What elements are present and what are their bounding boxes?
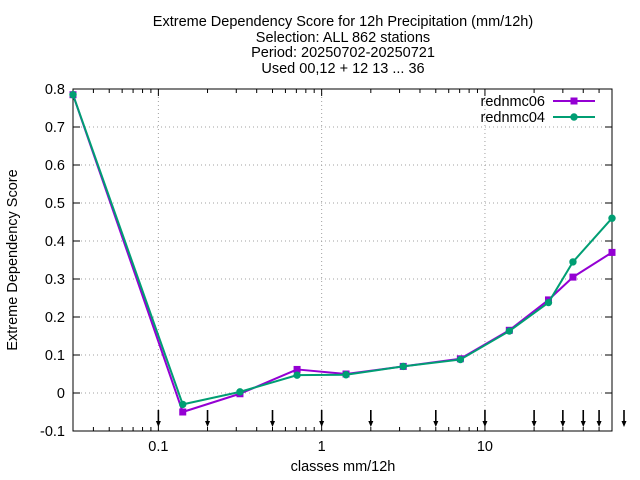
threshold-marker-head xyxy=(368,421,374,427)
y-tick-label: -0.1 xyxy=(40,424,65,440)
data-point-rednmc06 xyxy=(569,273,577,281)
data-point-rednmc06 xyxy=(179,408,187,416)
threshold-marker-head xyxy=(155,421,161,427)
data-series xyxy=(69,91,616,416)
threshold-marker-head xyxy=(270,421,276,427)
threshold-marker-head xyxy=(621,421,627,427)
threshold-markers xyxy=(155,410,627,427)
threshold-marker-head xyxy=(560,421,566,427)
data-point-rednmc04 xyxy=(399,362,407,371)
chart-title: Extreme Dependency Score for 12h Precipi… xyxy=(153,14,533,77)
y-tick-label: 0.7 xyxy=(45,120,65,136)
series-line-rednmc04 xyxy=(72,94,613,406)
y-tick-label: 0.4 xyxy=(45,234,65,250)
data-point-rednmc04 xyxy=(544,298,553,307)
y-tick-label: 0.5 xyxy=(45,196,65,212)
x-tick-label: 0.1 xyxy=(148,439,168,455)
threshold-marker-head xyxy=(596,421,602,427)
y-tick-label: 0.3 xyxy=(45,272,65,288)
data-point-rednmc04 xyxy=(505,327,514,335)
title-line-1: Extreme Dependency Score for 12h Precipi… xyxy=(153,14,533,30)
threshold-marker-head xyxy=(433,421,439,427)
data-point-rednmc06 xyxy=(293,365,301,373)
series-line-rednmc06 xyxy=(72,94,613,413)
y-tick-label: 0 xyxy=(57,386,65,402)
y-tick-label: 0.6 xyxy=(45,158,65,174)
data-point-rednmc04 xyxy=(342,371,350,379)
title-line-2: Selection: ALL 862 stations xyxy=(256,30,430,46)
legend-marker-rednmc06 xyxy=(570,97,578,105)
axis-ticks: -0.1 0 0.1 0.2 0.3 0.4 0.5 0.6 0.7 0.8 0.1 1 10 xyxy=(40,82,612,455)
threshold-marker-head xyxy=(531,421,537,427)
data-point-rednmc06 xyxy=(608,248,616,256)
x-tick-label: 1 xyxy=(318,439,326,455)
data-point-rednmc04 xyxy=(569,258,577,266)
y-tick-label: 0.2 xyxy=(45,310,65,326)
x-axis-label: classes mm/12h xyxy=(291,459,396,475)
threshold-marker-head xyxy=(205,421,211,427)
threshold-marker-head xyxy=(580,421,586,427)
threshold-marker-head xyxy=(482,421,488,427)
data-point-rednmc04 xyxy=(69,91,77,99)
threshold-marker-head xyxy=(319,421,325,427)
data-point-rednmc04 xyxy=(179,400,187,409)
data-point-rednmc04 xyxy=(456,355,465,364)
grid xyxy=(73,89,612,431)
y-tick-label: 0.1 xyxy=(45,348,65,364)
x-tick-label: 10 xyxy=(477,439,493,455)
title-line-3: Period: 20250702-20250721 xyxy=(251,45,435,61)
legend-label-rednmc06: rednmc06 xyxy=(481,94,545,110)
plot-frame xyxy=(72,88,613,432)
data-point-rednmc04 xyxy=(236,388,244,396)
data-point-rednmc04 xyxy=(608,214,616,222)
y-axis-label: Extreme Dependency Score xyxy=(5,169,21,350)
legend-label-rednmc04: rednmc04 xyxy=(481,110,545,126)
data-point-rednmc04 xyxy=(293,371,301,379)
legend-marker-rednmc04 xyxy=(570,113,578,121)
title-line-4: Used 00,12 + 12 13 ... 36 xyxy=(261,61,424,77)
y-tick-label: 0.8 xyxy=(45,82,65,98)
